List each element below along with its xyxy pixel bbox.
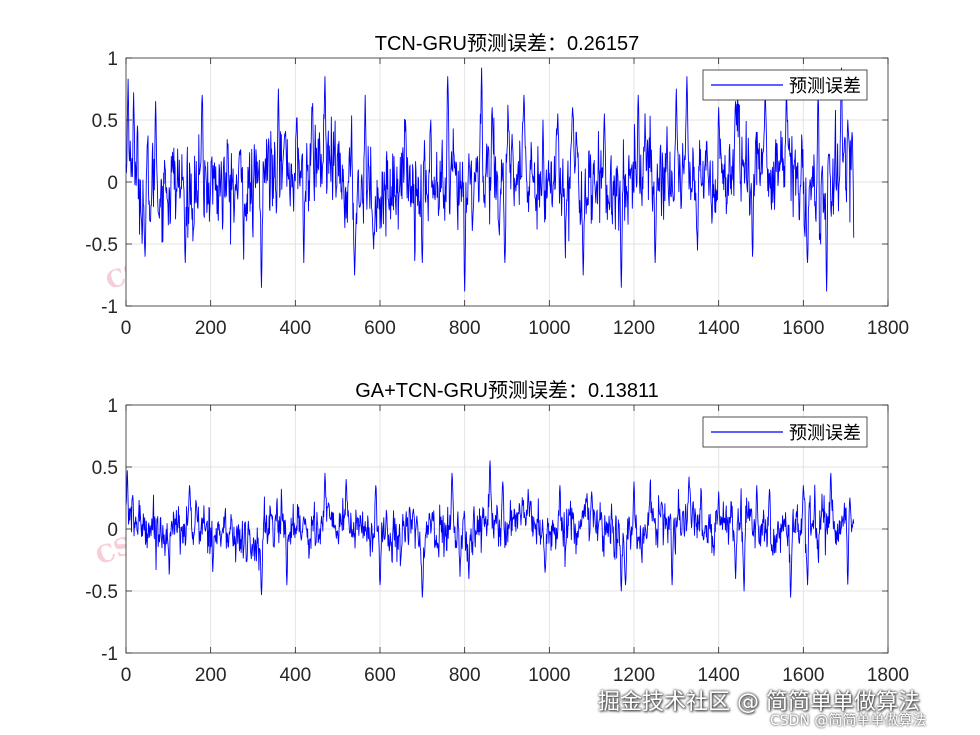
chart-bottom: 0 200 400 600 800 1000 1200 1400 1600 1800 -1 -0.5 0…	[85, 379, 909, 686]
chart-title-0: TCN-GRU预测误差：0.26157	[375, 32, 640, 55]
series-line-0	[125, 67, 855, 292]
y-tick-label-3: 0.5	[92, 111, 118, 132]
x-tick-label-0: 0	[121, 665, 132, 686]
y-tick-label-0: -1	[101, 644, 118, 665]
legend-label: 预测误差	[789, 423, 861, 444]
x-tick-label-0: 0	[121, 318, 132, 339]
y-tick-label-2: 0	[107, 520, 118, 541]
y-tick-label-1: -0.5	[85, 235, 118, 256]
x-tick-label-1: 200	[195, 318, 227, 339]
x-tick-label-5: 1000	[528, 318, 570, 339]
x-tick-label-9: 1800	[867, 318, 909, 339]
y-tick-label-1: -0.5	[85, 582, 118, 603]
x-tick-label-4: 800	[449, 318, 481, 339]
x-tick-label-5: 1000	[528, 665, 570, 686]
x-tick-label-2: 400	[279, 665, 311, 686]
credit-watermark: CSDN @简简单单做算法	[770, 713, 927, 729]
x-tick-label-9: 1800	[867, 665, 909, 686]
y-tick-label-4: 1	[107, 49, 118, 70]
x-tick-label-8: 1600	[782, 318, 824, 339]
x-tick-label-3: 600	[364, 665, 396, 686]
x-tick-label-6: 1200	[613, 665, 655, 686]
y-tick-label-3: 0.5	[92, 458, 118, 479]
y-tick-label-2: 0	[107, 173, 118, 194]
x-tick-label-6: 1200	[613, 318, 655, 339]
chart-top: 0 200 400 600 800 1000 1200 1400 1600 1800 -1 -0.5 0…	[85, 32, 909, 339]
x-tick-label-1: 200	[195, 665, 227, 686]
x-tick-label-7: 1400	[698, 665, 740, 686]
x-tick-label-4: 800	[449, 665, 481, 686]
x-tick-label-7: 1400	[698, 318, 740, 339]
x-tick-label-8: 1600	[782, 665, 824, 686]
y-tick-label-0: -1	[101, 297, 118, 318]
x-tick-label-3: 600	[364, 318, 396, 339]
series-line-1	[125, 460, 855, 598]
legend-label: 预测误差	[789, 76, 861, 97]
brand-watermark: 掘金技术社区 @ 简简单单做算法	[598, 690, 920, 715]
chart-title-1: GA+TCN-GRU预测误差：0.13811	[355, 379, 659, 402]
x-tick-label-2: 400	[279, 318, 311, 339]
y-tick-label-4: 1	[107, 396, 118, 417]
